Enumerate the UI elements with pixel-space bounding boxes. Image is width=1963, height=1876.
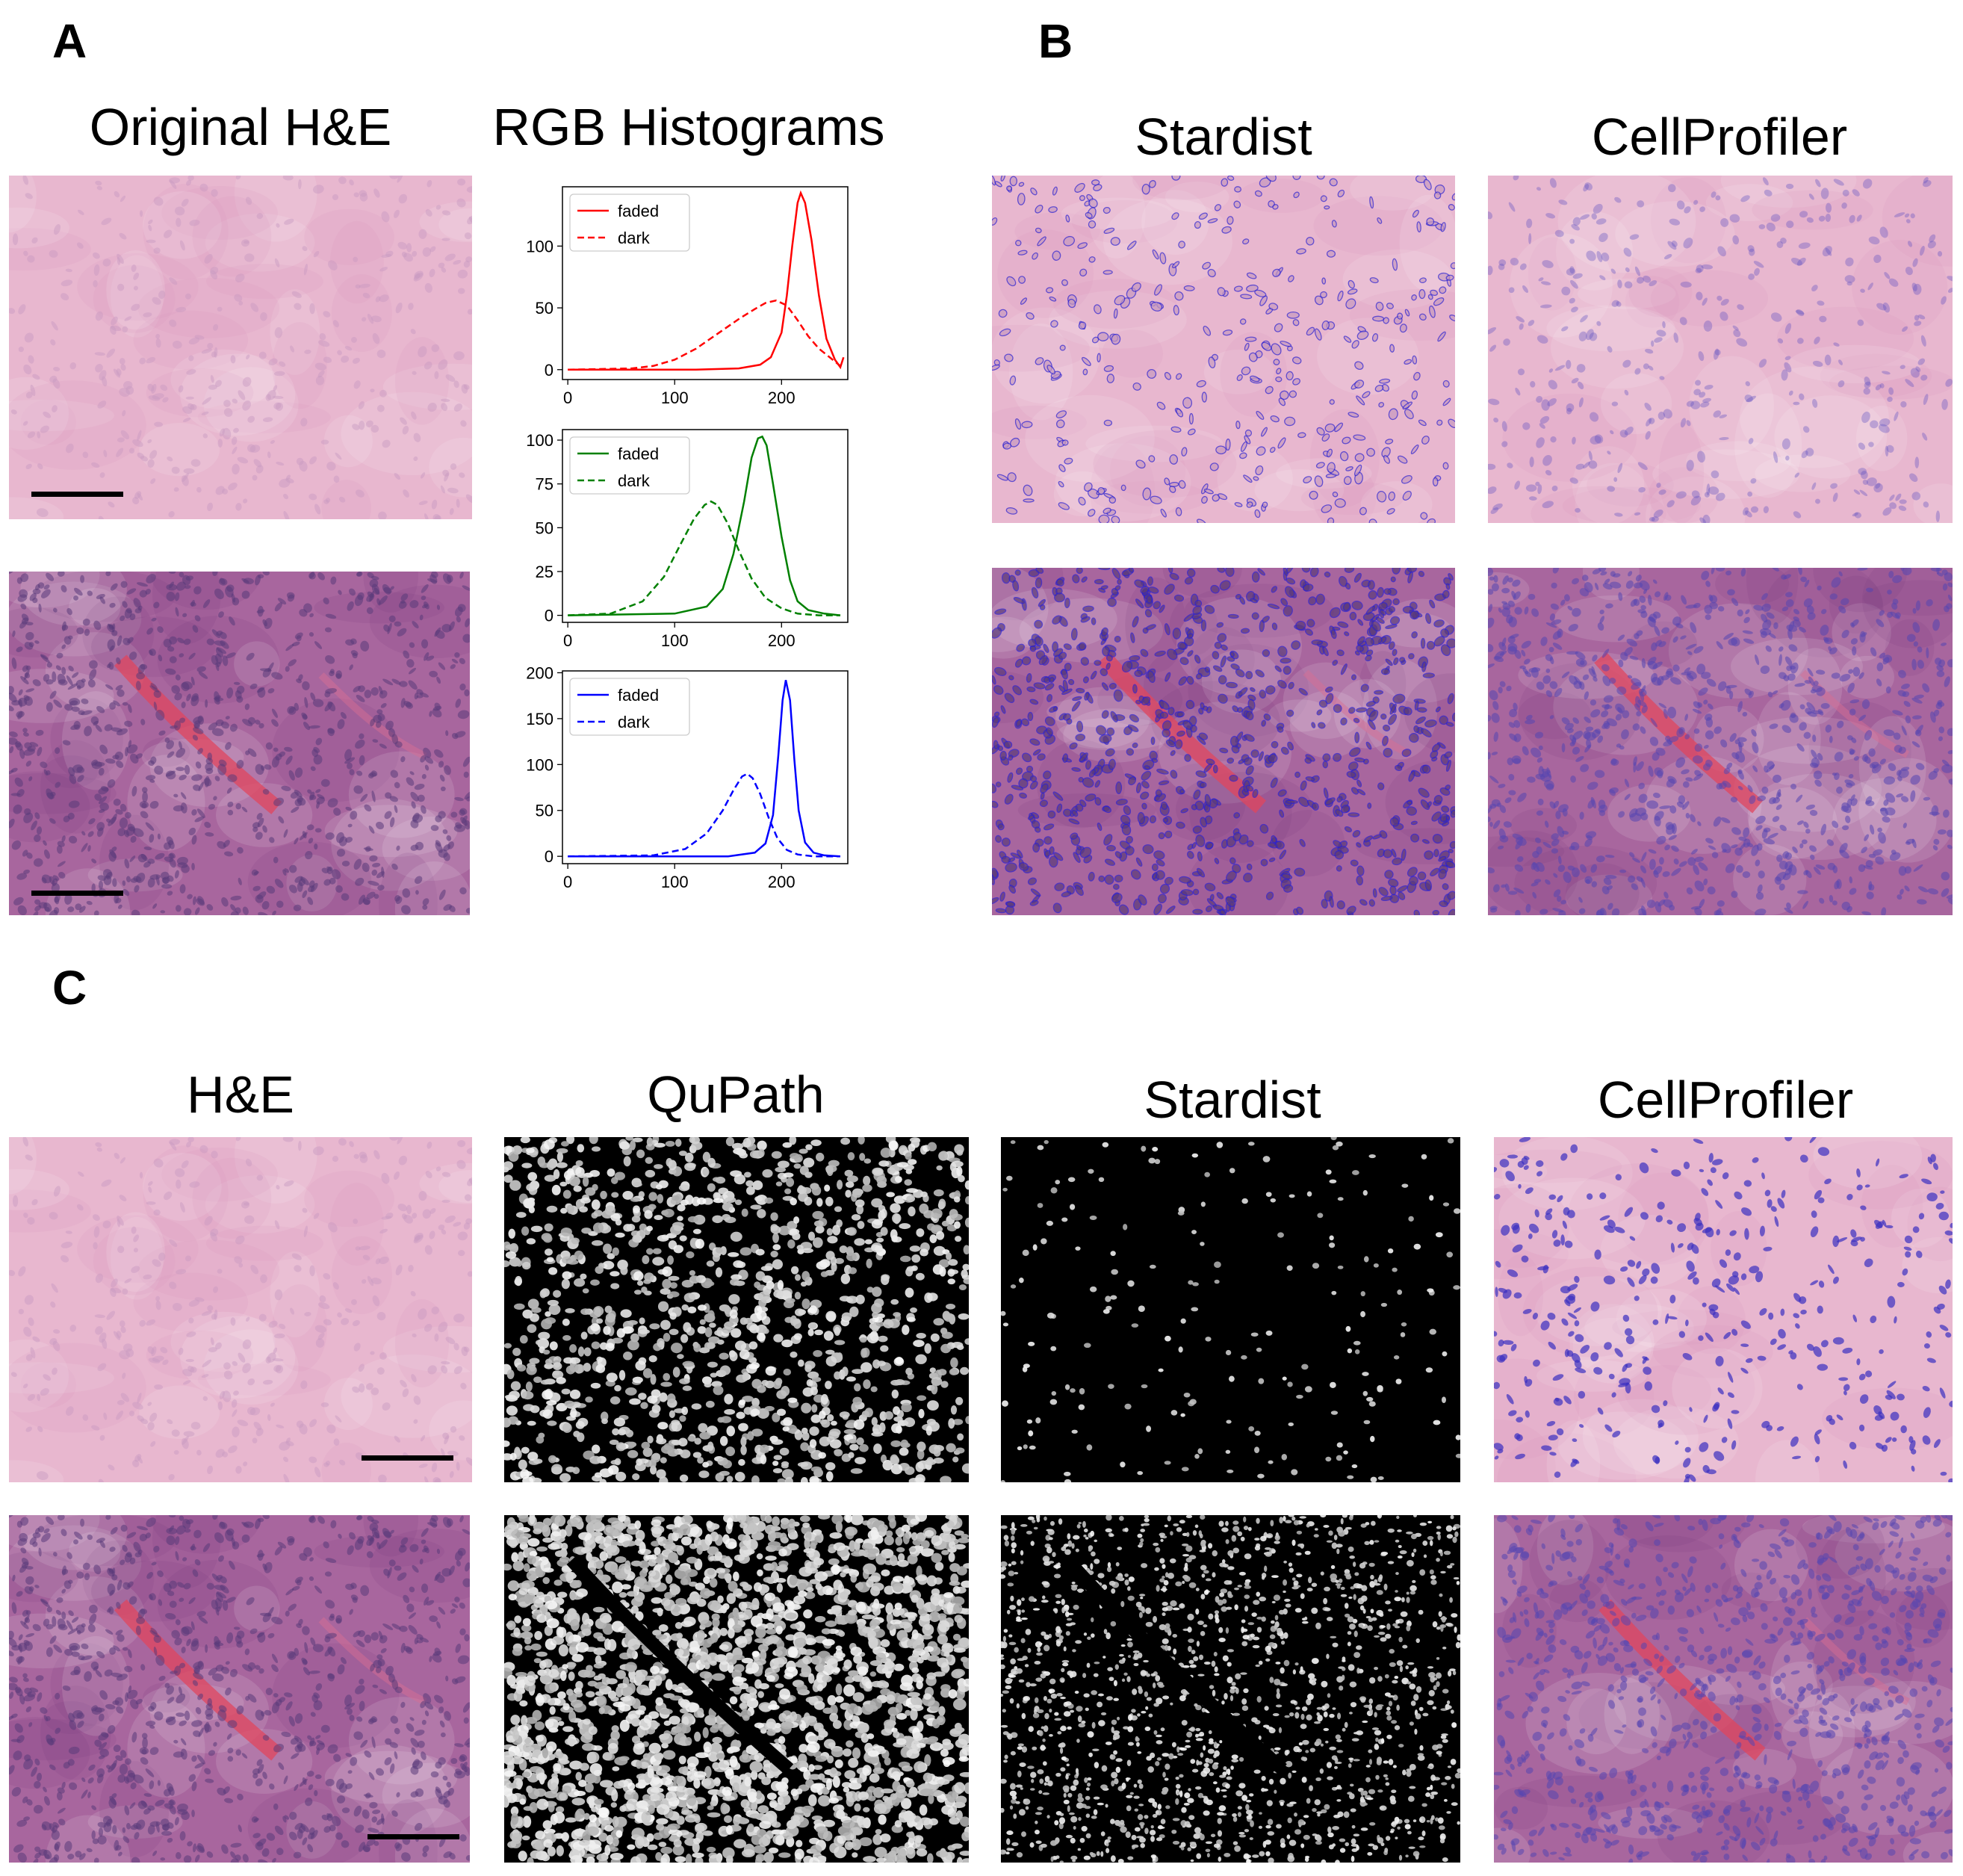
cellprofiler-dark-mask-overlay xyxy=(1494,1515,1953,1863)
title-c-qupath: QuPath xyxy=(647,1065,825,1124)
x-tick-label: 200 xyxy=(768,631,796,650)
x-tick-label: 200 xyxy=(768,388,796,407)
scale-bar xyxy=(362,1455,453,1461)
legend-entry: faded xyxy=(618,202,659,220)
y-tick-label: 150 xyxy=(526,710,553,728)
x-tick-label: 100 xyxy=(661,631,689,650)
histogram-2: 0 100 200 0 50 100 150 200 faded dark xyxy=(526,663,849,891)
legend-entry: dark xyxy=(618,471,651,490)
qupath-dark-mask xyxy=(504,1515,969,1863)
scale-bar xyxy=(31,492,123,497)
panel-label-a: A xyxy=(52,14,87,68)
stardist-faded-overlay xyxy=(992,176,1455,523)
c-he-faded-image xyxy=(9,1137,472,1482)
stardist-dark-mask xyxy=(1001,1515,1460,1863)
x-tick-label: 200 xyxy=(768,873,796,891)
series-line-faded xyxy=(568,680,841,858)
panel-label-b: B xyxy=(1038,14,1073,68)
title-c-cellprofiler: CellProfiler xyxy=(1597,1071,1854,1129)
he-faded-image xyxy=(9,176,472,519)
scale-bar xyxy=(31,891,123,896)
panel-label-c: C xyxy=(52,961,87,1015)
series-line-faded xyxy=(568,190,845,371)
title-c-stardist: Stardist xyxy=(1144,1071,1321,1129)
legend xyxy=(569,436,690,495)
y-tick-label: 50 xyxy=(536,518,553,537)
y-tick-label: 100 xyxy=(526,237,553,256)
title-rgb-histograms: RGB Histograms xyxy=(492,98,885,156)
y-tick-label: 100 xyxy=(526,755,553,774)
he-dark-image xyxy=(9,572,470,915)
y-tick-label: 50 xyxy=(536,299,553,318)
series-line-faded xyxy=(568,435,841,616)
x-tick-label: 100 xyxy=(661,388,689,407)
legend-entry: faded xyxy=(618,686,659,705)
y-tick-label: 25 xyxy=(536,563,553,581)
y-tick-label: 200 xyxy=(526,663,553,682)
stardist-dark-overlay xyxy=(992,568,1455,915)
legend-entry: faded xyxy=(618,445,659,463)
y-tick-label: 100 xyxy=(526,431,553,450)
series-line-dark xyxy=(568,500,840,616)
plot-frame xyxy=(562,429,849,623)
series-line-dark xyxy=(568,299,841,371)
plot-frame xyxy=(562,186,849,380)
legend xyxy=(569,678,690,736)
cellprofiler-faded-overlay xyxy=(1488,176,1953,523)
histogram-1: 0 100 200 0 25 50 75 100 faded dark xyxy=(526,429,849,650)
x-tick-label: 100 xyxy=(661,873,689,891)
title-original-he: Original H&E xyxy=(89,98,392,156)
legend xyxy=(569,194,690,252)
series-line-dark xyxy=(568,773,840,858)
legend-entry: dark xyxy=(618,713,651,731)
cellprofiler-faded-mask-overlay xyxy=(1494,1137,1953,1482)
stardist-faded-mask xyxy=(1001,1137,1460,1482)
scale-bar xyxy=(368,1834,459,1839)
x-tick-label: 0 xyxy=(563,631,572,650)
cellprofiler-dark-overlay xyxy=(1488,568,1953,915)
legend-entry: dark xyxy=(618,229,651,247)
y-tick-label: 50 xyxy=(536,802,553,820)
y-tick-label: 0 xyxy=(545,847,553,866)
y-tick-label: 0 xyxy=(545,607,553,625)
x-tick-label: 0 xyxy=(563,873,572,891)
title-b-cellprofiler: CellProfiler xyxy=(1591,108,1848,166)
title-b-stardist: Stardist xyxy=(1135,108,1312,166)
title-c-he: H&E xyxy=(187,1065,294,1124)
y-tick-label: 0 xyxy=(545,361,553,380)
qupath-faded-mask xyxy=(504,1137,969,1482)
c-he-dark-image xyxy=(9,1515,470,1863)
x-tick-label: 0 xyxy=(563,388,572,407)
y-tick-label: 75 xyxy=(536,475,553,494)
histogram-0: 0 100 200 0 50 100 faded dark xyxy=(526,186,849,407)
plot-frame xyxy=(562,670,849,864)
